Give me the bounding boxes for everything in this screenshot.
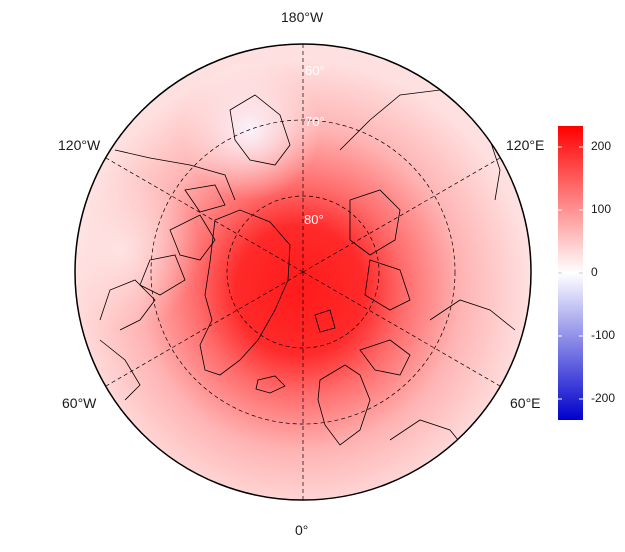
- map-border: [74, 43, 532, 501]
- colorbar: [558, 126, 583, 420]
- lat-70-circle: [150, 119, 456, 425]
- lat-80-circle: [226, 195, 380, 349]
- lon-label-120e: 120°E: [506, 137, 545, 153]
- field-pale-region: [75, 170, 200, 330]
- meridian-120e: [302, 157, 501, 273]
- lat-label-60: 60°: [305, 63, 325, 78]
- colorbar-tick-minus200: -200: [591, 391, 616, 405]
- field-low-anomaly-patch: [180, 60, 320, 200]
- meridian-120w: [105, 157, 304, 273]
- meridian-60w: [105, 271, 304, 387]
- meridian-60e: [302, 271, 501, 387]
- lon-label-120w: 120°W: [58, 137, 101, 153]
- colorbar-tick-minus100: -100: [591, 328, 616, 342]
- lon-label-0: 0°: [295, 522, 309, 538]
- anomaly-field: [75, 44, 531, 500]
- lon-label-180w: 180°W: [281, 9, 324, 25]
- lon-label-60e: 60°E: [510, 395, 541, 411]
- colorbar-tick-200: 200: [591, 139, 612, 153]
- colorbar-tick-100: 100: [591, 202, 612, 216]
- lat-label-70: 70°: [305, 114, 325, 129]
- colorbar-ticks: [558, 146, 583, 400]
- lon-label-60w: 60°W: [62, 395, 97, 411]
- graticule: [105, 44, 501, 500]
- lat-label-80: 80°: [304, 212, 324, 227]
- coastlines: [99, 89, 516, 481]
- colorbar-tick-0: 0: [591, 265, 598, 279]
